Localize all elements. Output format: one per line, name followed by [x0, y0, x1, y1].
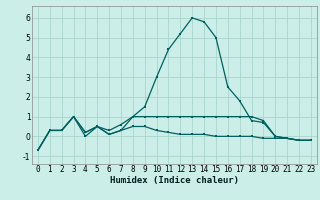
- X-axis label: Humidex (Indice chaleur): Humidex (Indice chaleur): [110, 176, 239, 185]
